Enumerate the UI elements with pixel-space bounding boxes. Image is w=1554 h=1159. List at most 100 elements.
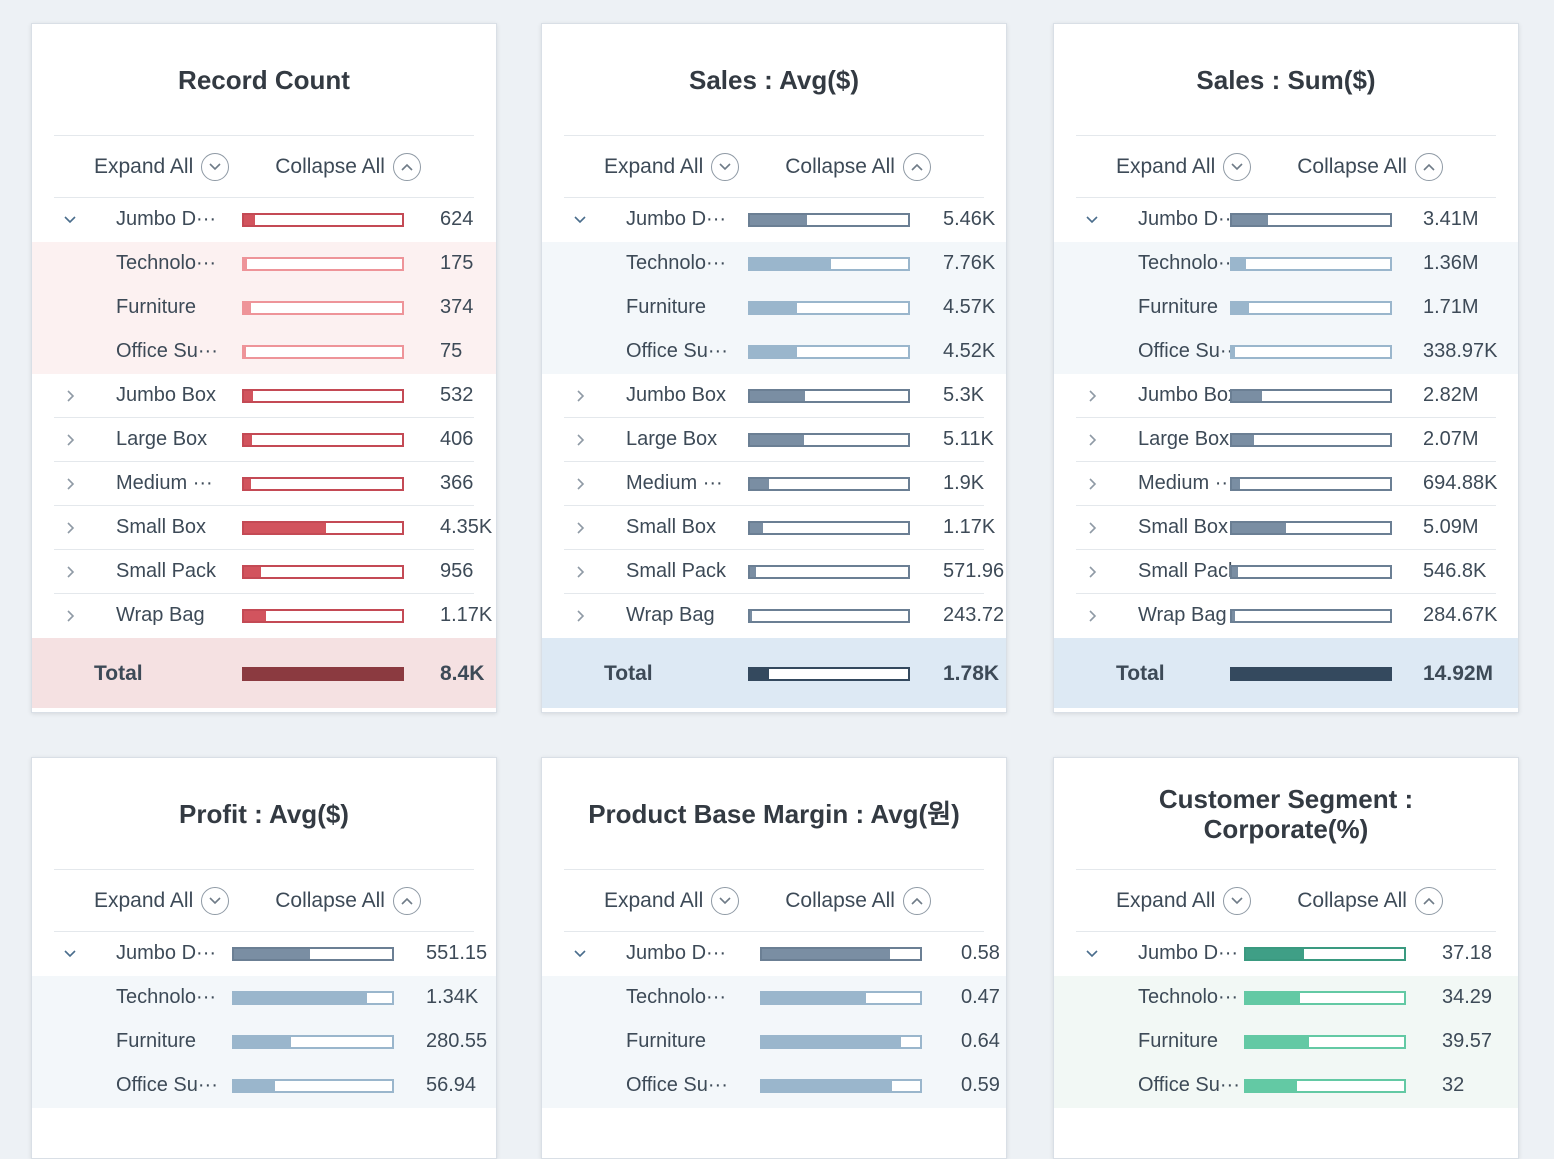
value-bar-fill <box>750 611 753 621</box>
collapse-all-button[interactable]: Collapse All <box>1297 152 1443 181</box>
row-value: 3.41M <box>1423 208 1479 230</box>
value-bar <box>748 213 910 227</box>
group-row[interactable]: Jumbo D··· 3.41M <box>1054 198 1518 242</box>
group-row[interactable]: Wrap Bag 1.17K <box>32 594 496 638</box>
expand-collapse-controls: Expand All Collapse All <box>564 136 984 198</box>
group-row[interactable]: Small Pack 571.96 <box>542 550 1006 594</box>
group-row[interactable]: Wrap Bag 243.72 <box>542 594 1006 638</box>
collapse-all-button[interactable]: Collapse All <box>785 886 931 915</box>
chevron-down-icon[interactable] <box>1084 945 1100 961</box>
collapse-all-button[interactable]: Collapse All <box>785 152 931 181</box>
group-row[interactable]: Small Pack 546.8K <box>1054 550 1518 594</box>
expand-all-button[interactable]: Expand All <box>604 886 740 915</box>
group-row[interactable]: Large Box 5.11K <box>542 418 1006 462</box>
expand-collapse-controls: Expand All Collapse All <box>54 136 474 198</box>
value-bar-fill <box>244 523 327 533</box>
group-row[interactable]: Jumbo Box 2.82M <box>1054 374 1518 418</box>
group-row[interactable]: Small Box 1.17K <box>542 506 1006 550</box>
group-row[interactable]: Jumbo D··· 0.58 <box>542 932 1006 976</box>
value-bar <box>242 301 404 315</box>
expand-all-button[interactable]: Expand All <box>94 152 230 181</box>
chevron-right-icon[interactable] <box>1084 607 1100 623</box>
row-label: Office Su··· <box>1138 1074 1240 1096</box>
child-row: Technolo··· 1.34K <box>32 976 496 1020</box>
value-bar-fill <box>244 567 262 577</box>
group-row[interactable]: Small Box 5.09M <box>1054 506 1518 550</box>
collapse-all-button[interactable]: Collapse All <box>275 886 421 915</box>
group-row[interactable]: Medium ··· 694.88K <box>1054 462 1518 506</box>
child-row: Office Su··· 32 <box>1054 1064 1518 1108</box>
row-label: Jumbo Box <box>116 384 217 406</box>
chevron-down-icon[interactable] <box>62 945 78 961</box>
row-label: Technolo··· <box>1138 986 1239 1008</box>
row-label: Medium ··· <box>1138 472 1235 494</box>
value-bar-fill <box>1246 1037 1310 1047</box>
row-label: Jumbo D··· <box>116 942 217 964</box>
group-row[interactable]: Wrap Bag 284.67K <box>1054 594 1518 638</box>
group-row[interactable]: Small Box 4.35K <box>32 506 496 550</box>
row-value: 4.52K <box>943 340 996 362</box>
expand-all-button[interactable]: Expand All <box>94 886 230 915</box>
chevron-right-icon[interactable] <box>62 387 78 403</box>
row-label: Wrap Bag <box>1138 604 1227 626</box>
chevron-up-circle-icon <box>1414 152 1443 181</box>
group-row[interactable]: Medium ··· 1.9K <box>542 462 1006 506</box>
group-row[interactable]: Jumbo Box 5.3K <box>542 374 1006 418</box>
row-label: Jumbo D··· <box>626 942 727 964</box>
value-bar <box>242 609 404 623</box>
chevron-down-icon[interactable] <box>572 211 588 227</box>
group-row[interactable]: Jumbo D··· 624 <box>32 198 496 242</box>
group-row[interactable]: Small Pack 956 <box>32 550 496 594</box>
chevron-down-icon[interactable] <box>1084 211 1100 227</box>
collapse-all-button[interactable]: Collapse All <box>1297 886 1443 915</box>
child-row: Furniture 374 <box>32 286 496 330</box>
chevron-down-icon[interactable] <box>572 945 588 961</box>
row-value: 0.58 <box>961 942 1000 964</box>
chevron-right-icon[interactable] <box>1084 431 1100 447</box>
chevron-right-icon[interactable] <box>62 431 78 447</box>
chevron-right-icon[interactable] <box>62 563 78 579</box>
chevron-right-icon[interactable] <box>572 607 588 623</box>
chevron-right-icon[interactable] <box>572 563 588 579</box>
chevron-right-icon[interactable] <box>1084 519 1100 535</box>
child-row: Furniture 39.57 <box>1054 1020 1518 1064</box>
chevron-right-icon[interactable] <box>572 431 588 447</box>
expand-all-button[interactable]: Expand All <box>1116 152 1252 181</box>
group-row[interactable]: Large Box 406 <box>32 418 496 462</box>
value-bar-fill <box>234 1081 276 1091</box>
chevron-right-icon[interactable] <box>1084 387 1100 403</box>
chevron-right-icon[interactable] <box>572 475 588 491</box>
group-row[interactable]: Large Box 2.07M <box>1054 418 1518 462</box>
value-bar <box>748 433 910 447</box>
chevron-right-icon[interactable] <box>572 519 588 535</box>
group-row[interactable]: Jumbo D··· 5.46K <box>542 198 1006 242</box>
group-row[interactable]: Jumbo Box 532 <box>32 374 496 418</box>
value-bar <box>242 213 404 227</box>
row-value: 0.64 <box>961 1030 1000 1052</box>
group-row[interactable]: Jumbo D··· 551.15 <box>32 932 496 976</box>
row-label: Furniture <box>1138 1030 1219 1052</box>
chevron-right-icon[interactable] <box>62 475 78 491</box>
chevron-right-icon[interactable] <box>62 519 78 535</box>
chevron-down-icon[interactable] <box>62 211 78 227</box>
row-value: 5.46K <box>943 208 996 230</box>
collapse-all-button[interactable]: Collapse All <box>275 152 421 181</box>
chevron-right-icon[interactable] <box>1084 475 1100 491</box>
row-value: 338.97K <box>1423 340 1498 362</box>
row-value: 1.34K <box>426 986 479 1008</box>
chevron-up-circle-icon <box>392 886 421 915</box>
chevron-right-icon[interactable] <box>1084 563 1100 579</box>
row-value: 4.57K <box>943 296 996 318</box>
chevron-down-circle-icon <box>711 152 740 181</box>
expand-collapse-controls: Expand All Collapse All <box>54 870 474 932</box>
group-row[interactable]: Jumbo D··· 37.18 <box>1054 932 1518 976</box>
chevron-right-icon[interactable] <box>62 607 78 623</box>
expand-all-button[interactable]: Expand All <box>1116 886 1252 915</box>
value-bar <box>232 947 394 961</box>
value-bar <box>242 477 404 491</box>
collapse-all-label: Collapse All <box>785 154 895 178</box>
expand-all-label: Expand All <box>94 888 194 912</box>
expand-all-button[interactable]: Expand All <box>604 152 740 181</box>
group-row[interactable]: Medium ··· 366 <box>32 462 496 506</box>
chevron-right-icon[interactable] <box>572 387 588 403</box>
